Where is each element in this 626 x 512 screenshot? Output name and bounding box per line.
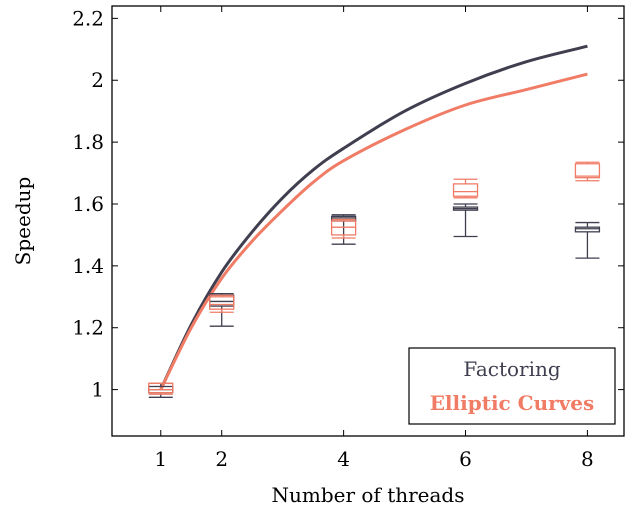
box-iqr	[574, 163, 601, 179]
y-axis-label: Speedup	[11, 177, 35, 266]
box-factoring-8	[574, 221, 601, 259]
box-elliptic-curves-2	[209, 294, 235, 313]
y-tick-label: 1.2	[72, 316, 104, 340]
x-tick-label: 6	[459, 447, 472, 471]
legend: Factoring Elliptic Curves	[408, 347, 616, 425]
box-iqr	[148, 382, 174, 394]
box-iqr	[452, 183, 479, 197]
box-iqr	[574, 226, 601, 233]
box-iqr	[209, 296, 235, 310]
box-elliptic-curves-8	[574, 161, 601, 182]
box-factoring-4	[330, 214, 357, 245]
legend-item-factoring: Factoring	[463, 357, 561, 381]
y-tick-label: 1	[91, 378, 104, 402]
curve-elliptic-curves	[159, 72, 588, 391]
x-tick-label: 4	[337, 447, 350, 471]
box-elliptic-curves-6	[452, 178, 479, 199]
axis-ticks: 1 2 4 6 8 1 1.2 1.4 1.6 1.8 2 2.2	[72, 6, 624, 471]
y-tick-label: 2.2	[72, 6, 104, 30]
y-tick-label: 1.8	[72, 130, 104, 154]
legend-item-elliptic-curves: Elliptic Curves	[430, 391, 595, 415]
box-factoring-6	[452, 203, 479, 238]
x-tick-label: 2	[215, 447, 228, 471]
legend-box	[408, 347, 616, 425]
plot-frame	[111, 5, 625, 437]
x-axis-label: Number of threads	[271, 483, 464, 507]
y-tick-label: 1.4	[72, 254, 104, 278]
curve-factoring	[159, 44, 588, 391]
x-tick-label: 1	[154, 447, 167, 471]
box-elliptic-curves-1	[148, 382, 174, 395]
y-tick-label: 2	[91, 68, 104, 92]
box-elliptic-curves-4	[330, 218, 357, 239]
box-factoring-1	[148, 382, 174, 398]
x-tick-label: 8	[581, 447, 594, 471]
y-tick-label: 1.6	[72, 192, 104, 216]
plot-area	[148, 44, 601, 398]
box-iqr	[330, 220, 357, 236]
